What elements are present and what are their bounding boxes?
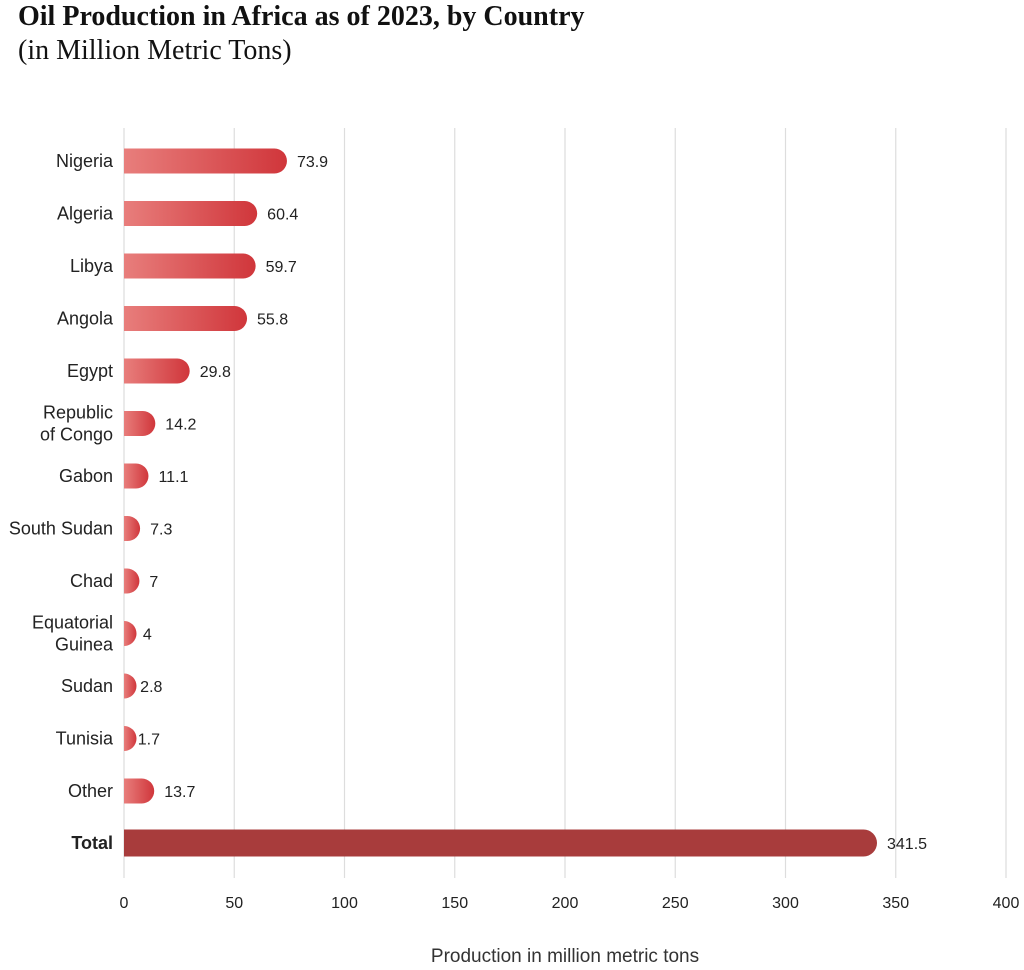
bar-tunisia — [124, 726, 137, 751]
category-label: Sudan — [61, 676, 113, 696]
value-label: 55.8 — [257, 312, 288, 329]
x-tick-label: 0 — [120, 895, 129, 912]
category-label: Tunisia — [56, 729, 114, 749]
grid-layer — [123, 128, 1007, 878]
value-label: 4 — [143, 627, 152, 644]
value-label: 29.8 — [200, 364, 231, 381]
x-tick-label: 300 — [772, 895, 799, 912]
value-label: 7.3 — [150, 522, 172, 539]
chart-title: Oil Production in Africa as of 2023, by … — [18, 1, 585, 32]
value-label: 60.4 — [267, 207, 298, 224]
bar-south-sudan — [124, 516, 141, 541]
x-tick-label: 250 — [662, 895, 689, 912]
value-label: 341.5 — [887, 836, 927, 853]
category-label: Egypt — [67, 361, 113, 381]
category-label: Libya — [70, 256, 114, 276]
chart-subtitle: (in Million Metric Tons) — [18, 35, 292, 66]
bar-angola — [124, 306, 248, 331]
bar-equatorial-guinea — [124, 621, 137, 646]
label-layer: 73.9 Nigeria 60.4 Algeria 59.7 Libya 55.8 Angol… — [9, 151, 927, 853]
bar-libya — [124, 253, 256, 279]
value-label: 11.1 — [158, 469, 188, 486]
bar-layer — [124, 148, 878, 857]
x-tick-label: 350 — [882, 895, 909, 912]
category-label: Guinea — [55, 635, 114, 655]
value-label: 7 — [149, 574, 158, 591]
category-label: Equatorial — [32, 613, 113, 633]
bar-total — [124, 829, 878, 857]
value-label: 2.8 — [140, 679, 162, 696]
value-label: 73.9 — [297, 154, 328, 171]
bar-algeria — [124, 201, 258, 226]
category-label: Total — [71, 833, 113, 853]
bar-sudan — [124, 673, 137, 699]
bar-nigeria — [124, 148, 287, 174]
category-label: Algeria — [57, 204, 114, 224]
x-axis-label: Production in million metric tons — [431, 946, 699, 967]
x-axis-ticks: 0 50 100 150 200 250 300 350 400 — [120, 895, 1020, 912]
x-tick-label: 100 — [331, 895, 358, 912]
value-label: 59.7 — [266, 259, 297, 276]
category-label: Gabon — [59, 466, 113, 486]
x-tick-label: 400 — [993, 895, 1020, 912]
x-tick-label: 50 — [225, 895, 243, 912]
bar-gabon — [124, 463, 149, 489]
category-label: Nigeria — [56, 151, 114, 171]
category-label: of Congo — [40, 425, 113, 445]
category-label: Angola — [57, 309, 114, 329]
category-label: South Sudan — [9, 519, 113, 539]
chart-title-block: Oil Production in Africa as of 2023, by … — [18, 0, 1008, 68]
bar-chad — [124, 568, 140, 594]
bar-other — [124, 778, 155, 804]
x-tick-label: 150 — [441, 895, 468, 912]
value-label: 13.7 — [164, 784, 195, 801]
bar-republic-of-congo — [124, 411, 156, 436]
category-label: Republic — [43, 403, 113, 423]
x-tick-label: 200 — [552, 895, 579, 912]
value-label: 14.2 — [165, 417, 196, 434]
category-label: Other — [68, 781, 113, 801]
value-label: 1.7 — [138, 732, 160, 749]
category-label: Chad — [70, 571, 113, 591]
bar-egypt — [124, 358, 190, 384]
